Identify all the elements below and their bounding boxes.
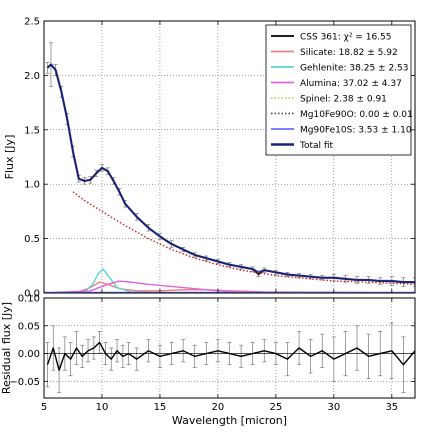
legend-label-mg90fe10s: Mg90Fe10S: 3.53 ± 1.10 bbox=[300, 125, 412, 135]
legend-label-mg10fe90o: Mg10Fe90O: 0.00 ± 0.01 bbox=[300, 110, 413, 120]
residual-x-tick-label: 15 bbox=[154, 402, 167, 413]
main-y-tick-label: 1.0 bbox=[24, 180, 40, 191]
main-y-tick-label: 2.0 bbox=[24, 71, 40, 82]
residual-x-tick-label: 25 bbox=[270, 402, 283, 413]
main-y-tick-label: 0.5 bbox=[24, 234, 40, 245]
residual-x-tick-label: 35 bbox=[385, 402, 398, 413]
residual-x-tick-label: 5 bbox=[41, 402, 47, 413]
legend: CSS 361: χ² = 16.55 Silicate: 18.82 ± 5.9… bbox=[266, 25, 413, 155]
legend-box bbox=[266, 25, 411, 155]
x-axis-label: Wavelength [micron] bbox=[172, 414, 287, 427]
residual-x-tick-label: 20 bbox=[212, 402, 225, 413]
main-y-axis-label: Flux [Jy] bbox=[3, 135, 16, 180]
legend-label-silicate: Silicate: 18.82 ± 5.92 bbox=[300, 48, 398, 58]
legend-label-total-fit: Total fit bbox=[299, 141, 334, 151]
legend-label-gehlenite: Gehlenite: 38.25 ± 2.53 bbox=[300, 63, 408, 73]
legend-label-spinel: Spinel: 2.38 ± 0.91 bbox=[300, 94, 387, 104]
residual-y-axis-label: Residual flux [Jy] bbox=[0, 302, 13, 394]
legend-label-css-361: CSS 361: χ² = 16.55 bbox=[300, 32, 391, 42]
residual-y-tick-label: 0.00 bbox=[18, 349, 40, 360]
residual-y-tick-label: 0.05 bbox=[18, 321, 40, 332]
legend-label-alumina: Alumina: 37.02 ± 4.37 bbox=[300, 79, 402, 89]
main-y-tick-label: 2.5 bbox=[24, 17, 40, 28]
residual-y-tick-label: 0.10 bbox=[18, 294, 40, 305]
residual-x-tick-label: 30 bbox=[327, 402, 340, 413]
residual-x-tick-label: 10 bbox=[96, 402, 109, 413]
residual-y-tick-label: −0.05 bbox=[9, 377, 40, 388]
main-y-tick-label: 1.5 bbox=[24, 125, 40, 136]
